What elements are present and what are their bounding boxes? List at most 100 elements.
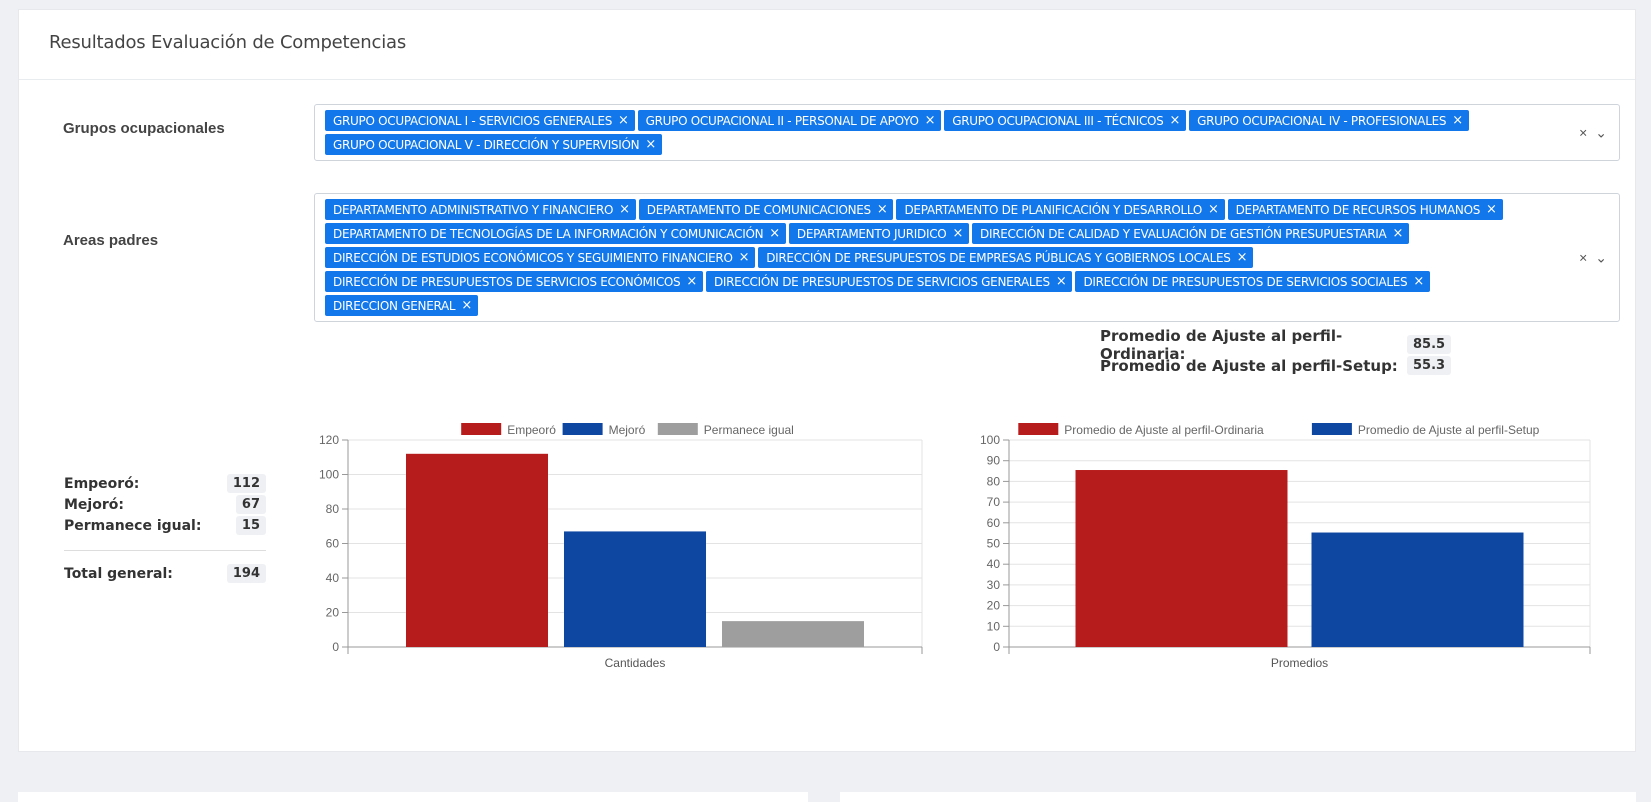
x-category-label: Cantidades (605, 656, 666, 670)
legend-label: Permanece igual (704, 423, 794, 437)
tag-label: DEPARTAMENTO DE PLANIFICACIÓN Y DESARROL… (904, 202, 1203, 217)
tag-label: DEPARTAMENTO DE RECURSOS HUMANOS (1235, 202, 1481, 217)
page-title: Resultados Evaluación de Competencias (49, 32, 407, 53)
tag-label: DIRECCIÓN DE CALIDAD Y EVALUACIÓN DE GES… (980, 226, 1387, 241)
chart-legend: Empeoró Mejoró Permanece igual (461, 423, 794, 437)
remove-tag-icon[interactable]: × (1169, 113, 1181, 128)
remove-tag-icon[interactable]: × (1392, 226, 1404, 241)
remove-tag-icon[interactable]: × (1486, 202, 1497, 217)
remove-tag-icon[interactable]: × (924, 113, 936, 128)
avg-setup-label: Promedio de Ajuste al perfil-Setup: (1100, 356, 1398, 375)
chevron-down-icon[interactable]: ⌄ (1595, 249, 1607, 265)
summary-panel: Empeoró: 112 Mejoró: 67 Permanece igual:… (64, 473, 266, 584)
selected-tag: DEPARTAMENTO DE PLANIFICACIÓN Y DESARROL… (896, 199, 1225, 220)
areas-tag-list: DEPARTAMENTO ADMINISTRATIVO Y FINANCIERO… (325, 199, 1559, 319)
bar (564, 531, 706, 647)
avg-ordinaria-row: Promedio de Ajuste al perfil-Ordinaria: … (1100, 327, 1452, 363)
summary-label: Permanece igual: (64, 517, 202, 534)
avg-ordinaria-value: 85.5 (1407, 335, 1452, 354)
groups-tag-list: GRUPO OCUPACIONAL I - SERVICIOS GENERALE… (325, 110, 1559, 158)
remove-tag-icon[interactable]: × (1236, 250, 1248, 265)
summary-label: Mejoró: (64, 496, 124, 513)
tag-label: DIRECCIÓN DE ESTUDIOS ECONÓMICOS Y SEGUI… (333, 250, 733, 265)
remove-tag-icon[interactable]: × (1452, 113, 1463, 128)
clear-icon[interactable]: × (1579, 124, 1588, 140)
y-tick-label: 60 (987, 516, 1001, 530)
selected-tag: DEPARTAMENTO DE RECURSOS HUMANOS × (1227, 199, 1503, 220)
y-tick-label: 70 (987, 495, 1001, 509)
areas-label: Areas padres (63, 232, 159, 249)
summary-value: 15 (235, 516, 266, 535)
avg-ordinaria-label: Promedio de Ajuste al perfil-Ordinaria: (1100, 326, 1343, 363)
y-tick-label: 20 (987, 599, 1001, 613)
remove-tag-icon[interactable]: × (1055, 274, 1067, 289)
y-tick-label: 60 (326, 537, 340, 551)
remove-tag-icon[interactable]: × (876, 202, 888, 217)
tag-label: GRUPO OCUPACIONAL V - DIRECCIÓN Y SUPERV… (333, 137, 640, 152)
tag-label: DEPARTAMENTO JURIDICO (796, 226, 947, 241)
groups-multiselect[interactable]: GRUPO OCUPACIONAL I - SERVICIOS GENERALE… (314, 104, 1620, 161)
remove-tag-icon[interactable]: × (1208, 202, 1219, 217)
y-tick-label: 80 (987, 474, 1001, 488)
legend-swatch (1311, 423, 1352, 435)
remove-tag-icon[interactable]: × (645, 137, 656, 152)
bar (406, 453, 548, 647)
bar (1311, 532, 1524, 647)
summary-label: Total general: (64, 565, 173, 582)
selected-tag: DIRECCIÓN DE PRESUPUESTOS DE SERVICIOS E… (325, 271, 703, 292)
selected-tag: GRUPO OCUPACIONAL V - DIRECCIÓN Y SUPERV… (325, 134, 662, 155)
bottom-card-left (18, 792, 808, 802)
bar (722, 621, 864, 647)
remove-tag-icon[interactable]: × (686, 274, 697, 289)
remove-tag-icon[interactable]: × (952, 226, 964, 241)
averages-panel: Promedio de Ajuste al perfil-Ordinaria: … (1100, 327, 1452, 376)
summary-row-total: Total general: 194 (64, 563, 266, 584)
summary-row-igual: Permanece igual: 15 (64, 515, 266, 536)
card-header: Resultados Evaluación de Competencias (19, 10, 1635, 80)
y-tick-label: 40 (326, 571, 340, 585)
tag-label: GRUPO OCUPACIONAL II - PERSONAL DE APOYO (645, 113, 919, 128)
selected-tag: DEPARTAMENTO DE COMUNICACIONES × (638, 199, 894, 220)
summary-label: Empeoró: (64, 475, 140, 492)
remove-tag-icon[interactable]: × (738, 250, 750, 265)
legend-swatch (461, 423, 502, 435)
clear-icon[interactable]: × (1579, 249, 1588, 265)
legend-swatch (562, 423, 603, 435)
y-tick-label: 50 (987, 537, 1001, 551)
selected-tag: DEPARTAMENTO DE TECNOLOGÍAS DE LA INFORM… (325, 223, 786, 244)
legend-label: Promedio de Ajuste al perfil-Ordinaria (1064, 423, 1264, 437)
areas-select-controls: × ⌄ (1579, 249, 1607, 266)
areas-multiselect[interactable]: DEPARTAMENTO ADMINISTRATIVO Y FINANCIERO… (314, 193, 1620, 322)
chart-body: Empeoró Mejoró Permanece igual 0 20 40 60 80 100… (319, 423, 923, 670)
tag-label: DEPARTAMENTO DE COMUNICACIONES (646, 202, 871, 217)
selected-tag: DIRECCIÓN DE PRESUPUESTOS DE EMPRESAS PÚ… (758, 247, 1254, 268)
y-tick-label: 20 (326, 606, 340, 620)
legend-label: Empeoró (507, 423, 556, 437)
selected-tag: DIRECCIÓN DE PRESUPUESTOS DE SERVICIOS G… (705, 271, 1073, 292)
remove-tag-icon[interactable]: × (1413, 274, 1424, 289)
remove-tag-icon[interactable]: × (769, 226, 780, 241)
selected-tag: GRUPO OCUPACIONAL II - PERSONAL DE APOYO… (637, 110, 942, 131)
tag-label: GRUPO OCUPACIONAL III - TÉCNICOS (952, 113, 1164, 128)
selected-tag: GRUPO OCUPACIONAL IV - PROFESIONALES × (1189, 110, 1469, 131)
avg-setup-value: 55.3 (1407, 356, 1452, 375)
selected-tag: GRUPO OCUPACIONAL I - SERVICIOS GENERALE… (325, 110, 635, 131)
chevron-down-icon[interactable]: ⌄ (1595, 124, 1607, 140)
legend-swatch (657, 423, 698, 435)
remove-tag-icon[interactable]: × (618, 113, 629, 128)
remove-tag-icon[interactable]: × (619, 202, 630, 217)
selected-tag: DIRECCIÓN DE PRESUPUESTOS DE SERVICIOS S… (1075, 271, 1430, 292)
x-category-label: Promedios (1271, 656, 1328, 670)
groups-select-controls: × ⌄ (1579, 124, 1607, 141)
bar (1075, 470, 1288, 647)
tag-label: GRUPO OCUPACIONAL I - SERVICIOS GENERALE… (333, 113, 613, 128)
chart-legend: Promedio de Ajuste al perfil-Ordinaria Pr… (1018, 423, 1540, 437)
summary-value: 194 (226, 564, 266, 583)
remove-tag-icon[interactable]: × (461, 298, 472, 313)
selected-tag: GRUPO OCUPACIONAL III - TÉCNICOS × (944, 110, 1187, 131)
groups-label: Grupos ocupacionales (63, 120, 225, 137)
selected-tag: DIRECCION GENERAL × (325, 295, 478, 316)
tag-label: DIRECCIÓN DE PRESUPUESTOS DE SERVICIOS E… (333, 274, 681, 289)
y-tick-label: 0 (993, 640, 1000, 654)
legend-label: Promedio de Ajuste al perfil-Setup (1358, 423, 1540, 437)
